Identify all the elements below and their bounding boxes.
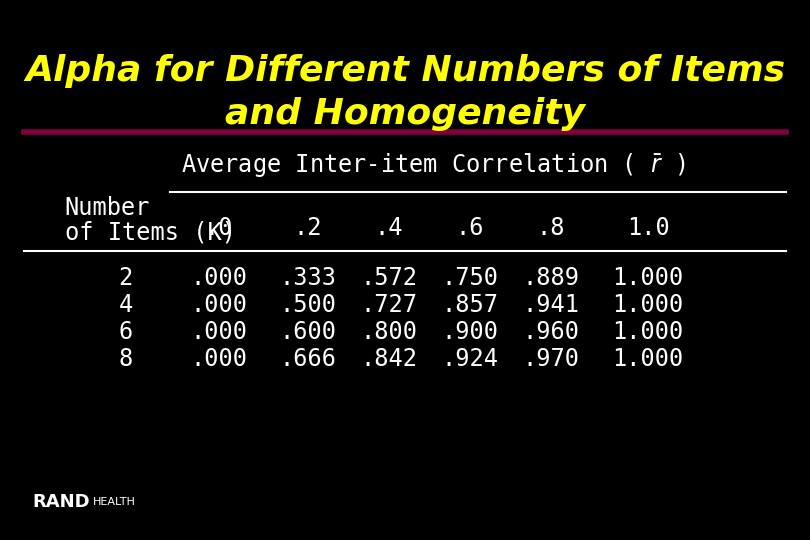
Text: .6: .6 (455, 216, 484, 240)
Text: .727: .727 (360, 293, 417, 317)
Text: 1.000: 1.000 (612, 320, 684, 344)
Text: .666: .666 (279, 347, 336, 371)
Text: .600: .600 (279, 320, 336, 344)
Text: and Homogeneity: and Homogeneity (225, 97, 585, 131)
Text: Alpha for Different Numbers of Items: Alpha for Different Numbers of Items (25, 54, 785, 88)
Text: .0: .0 (204, 216, 233, 240)
Text: .924: .924 (441, 347, 498, 371)
Text: 1.000: 1.000 (612, 293, 684, 317)
Text: 1.000: 1.000 (612, 347, 684, 371)
Text: .333: .333 (279, 266, 336, 290)
Text: RAND: RAND (32, 493, 90, 511)
Text: .500: .500 (279, 293, 336, 317)
Text: .4: .4 (374, 216, 403, 240)
Text: .960: .960 (522, 320, 579, 344)
Text: .857: .857 (441, 293, 498, 317)
Text: .970: .970 (522, 347, 579, 371)
Text: .900: .900 (441, 320, 498, 344)
Text: 4: 4 (118, 293, 133, 317)
Text: HEALTH: HEALTH (93, 497, 136, 507)
Text: .889: .889 (522, 266, 579, 290)
Text: Average Inter-item Correlation ( $\bar{r}$ ): Average Inter-item Correlation ( $\bar{r… (181, 151, 685, 179)
Text: 2: 2 (118, 266, 133, 290)
Text: 8: 8 (118, 347, 133, 371)
Text: .000: .000 (190, 347, 247, 371)
Text: .842: .842 (360, 347, 417, 371)
Text: 1.0: 1.0 (627, 216, 669, 240)
Text: .941: .941 (522, 293, 579, 317)
Text: .750: .750 (441, 266, 498, 290)
Text: .800: .800 (360, 320, 417, 344)
Text: .000: .000 (190, 266, 247, 290)
Text: Number: Number (65, 196, 151, 220)
Text: .8: .8 (536, 216, 565, 240)
Text: .000: .000 (190, 320, 247, 344)
Text: of Items (K): of Items (K) (65, 220, 236, 244)
Text: .000: .000 (190, 293, 247, 317)
Text: .2: .2 (293, 216, 322, 240)
Text: .572: .572 (360, 266, 417, 290)
Text: 1.000: 1.000 (612, 266, 684, 290)
Text: 6: 6 (118, 320, 133, 344)
